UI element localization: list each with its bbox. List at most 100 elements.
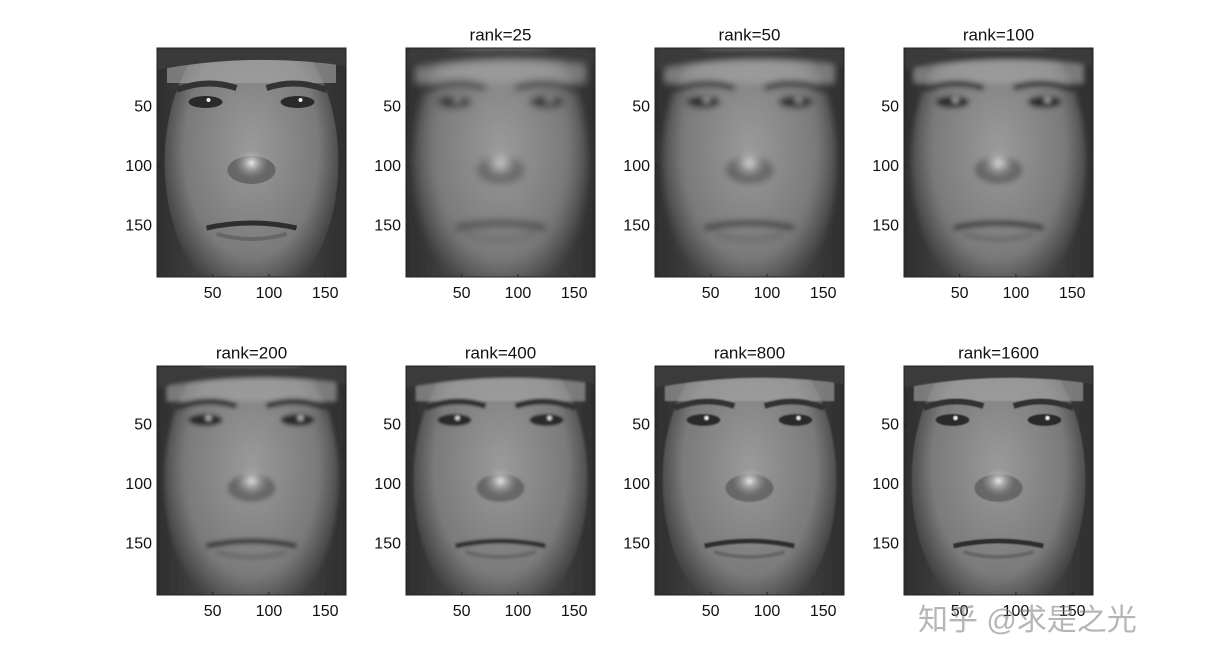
x-tick-label: 150 [1059, 285, 1086, 302]
eye [437, 96, 472, 108]
eye [778, 414, 813, 426]
x-tick-label: 150 [810, 285, 837, 302]
eye [1027, 414, 1062, 426]
hair [406, 366, 595, 388]
eye [188, 414, 223, 426]
eye [529, 414, 564, 426]
eye-glint [796, 98, 801, 102]
y-tick-label: 50 [134, 416, 152, 433]
mouth [205, 220, 298, 231]
eye-glint [1045, 98, 1050, 102]
x-tick-label: 100 [256, 603, 283, 620]
x-tick-label: 50 [951, 285, 969, 302]
subplot: rank=50 50 100 150 50 100 150 [623, 25, 845, 302]
y-tick-label: 50 [881, 98, 899, 115]
x-tick-label: 150 [312, 285, 339, 302]
x-tick-label: 100 [505, 603, 532, 620]
nose [233, 465, 270, 497]
y-tick-label: 50 [134, 98, 152, 115]
face-image [904, 48, 1093, 277]
lip [464, 550, 537, 559]
x-tick-label: 50 [702, 285, 720, 302]
brow [673, 80, 736, 93]
x-tick-label: 100 [754, 603, 781, 620]
hair [904, 366, 1093, 388]
watermark: 知乎 @求是之光 [918, 604, 1137, 637]
axes-frame [405, 47, 596, 278]
nose [731, 465, 768, 497]
y-tick-label: 100 [374, 476, 401, 493]
mouth [454, 538, 547, 549]
brow [514, 398, 577, 411]
y-tick-label: 150 [623, 536, 650, 553]
y-tick-label: 150 [374, 218, 401, 235]
x-tick-label: 150 [1059, 603, 1086, 620]
face-image [655, 366, 844, 595]
eye-glint [547, 98, 552, 102]
eye [686, 96, 721, 108]
x-tick-label: 50 [204, 603, 222, 620]
face-image [157, 48, 346, 277]
nose [980, 465, 1017, 497]
lip [713, 550, 786, 559]
brow [265, 80, 328, 93]
x-tick-label: 50 [453, 603, 471, 620]
eye-glint [298, 416, 303, 420]
face-image [904, 366, 1093, 595]
hair [655, 48, 844, 70]
x-tick-label: 100 [1003, 603, 1030, 620]
subplot-title: rank=100 [963, 25, 1034, 44]
mouth [454, 220, 547, 231]
y-tick-label: 150 [125, 536, 152, 553]
face-image [655, 48, 844, 277]
x-tick-label: 50 [702, 603, 720, 620]
eye-glint [704, 416, 709, 420]
x-tick-label: 50 [951, 603, 969, 620]
subplot-title: rank=200 [216, 343, 287, 362]
subplot-title: rank=50 [719, 25, 781, 44]
eye-glint [796, 416, 801, 420]
x-tick-label: 100 [505, 285, 532, 302]
eye-glint [206, 416, 211, 420]
face [406, 366, 595, 595]
subplot-title: rank=1600 [958, 343, 1039, 362]
axes-frame [903, 47, 1094, 278]
eye [437, 414, 472, 426]
axes-frame [156, 365, 347, 596]
hair [904, 48, 1093, 70]
y-tick-label: 50 [632, 98, 650, 115]
eye [1027, 96, 1062, 108]
x-tick-label: 150 [561, 603, 588, 620]
brow [1012, 398, 1075, 411]
brow [424, 80, 487, 93]
eye-glint [547, 416, 552, 420]
face-image [406, 366, 595, 595]
y-tick-label: 150 [872, 536, 899, 553]
x-tick-label: 50 [453, 285, 471, 302]
x-tick-label: 100 [256, 285, 283, 302]
lip [962, 550, 1035, 559]
eye-glint [953, 98, 958, 102]
y-tick-label: 100 [125, 158, 152, 175]
eye [686, 414, 721, 426]
face [655, 48, 844, 277]
lip [215, 550, 288, 559]
hair [157, 48, 346, 70]
mouth [952, 220, 1045, 231]
y-tick-label: 150 [374, 536, 401, 553]
lip [962, 232, 1035, 241]
lip [215, 232, 288, 241]
brow [763, 398, 826, 411]
mouth [205, 538, 298, 549]
brow [175, 80, 238, 93]
brow [265, 398, 328, 411]
eye [529, 96, 564, 108]
hair [655, 366, 844, 388]
face [904, 366, 1093, 595]
x-tick-label: 50 [204, 285, 222, 302]
eye-glint [455, 98, 460, 102]
y-tick-label: 150 [623, 218, 650, 235]
eye-glint [1045, 416, 1050, 420]
eye [280, 414, 315, 426]
